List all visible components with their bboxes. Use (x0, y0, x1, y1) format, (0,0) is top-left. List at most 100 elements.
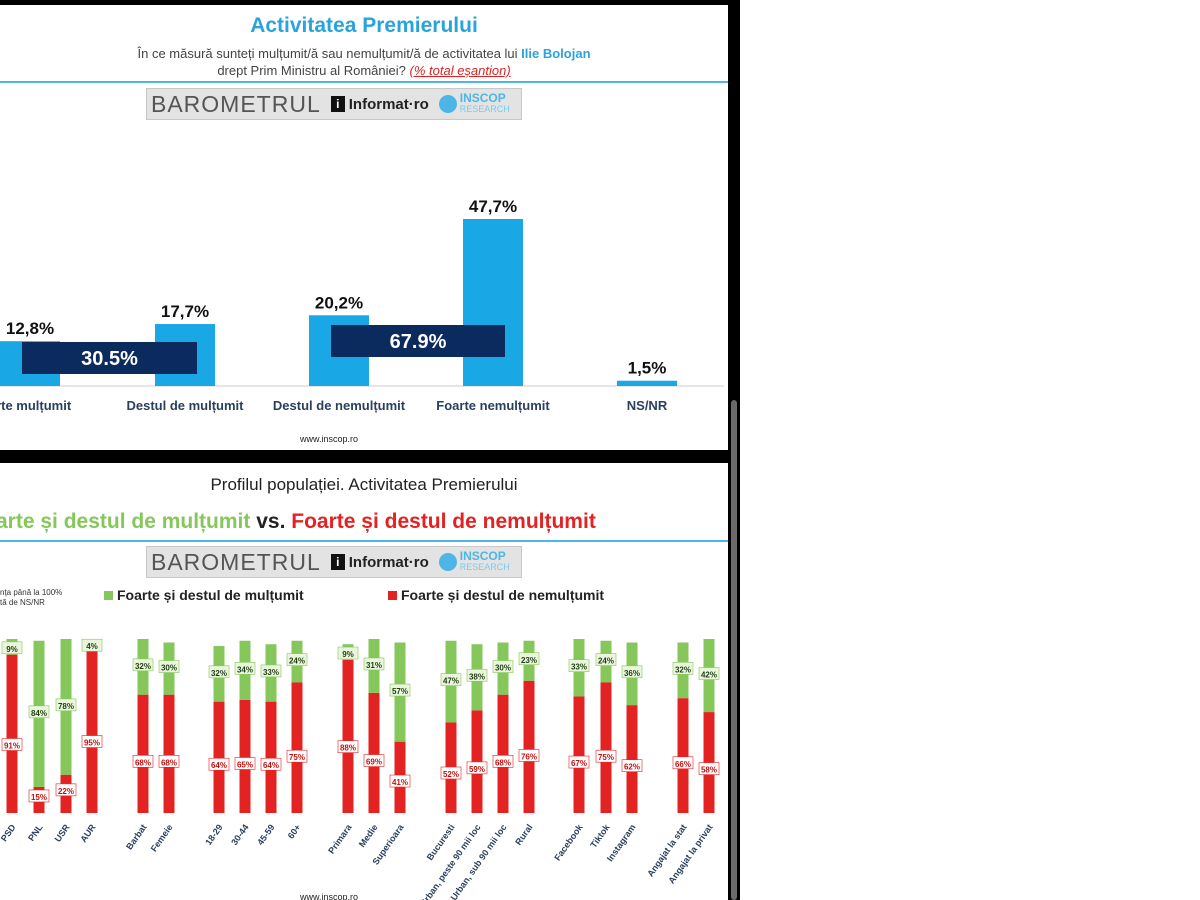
data-label: 31% (366, 661, 382, 670)
category-label: Destul de nemulțumit (273, 398, 406, 413)
data-label-box (286, 653, 308, 666)
top-bar-chart: 12,8% arte mulțumit 17,7% Destul de mulțumi… (0, 197, 724, 413)
data-label-box (337, 740, 359, 753)
scrollbar[interactable] (731, 400, 737, 900)
informat-icon: i (330, 554, 345, 570)
data-label-box (286, 749, 308, 763)
group-total-box (331, 325, 505, 357)
legend: Foarte și destul de mulțumit (104, 587, 304, 603)
data-label-box (55, 783, 77, 797)
data-label: 68% (135, 758, 151, 767)
data-label: 32% (675, 665, 691, 674)
data-label: 75% (289, 753, 305, 762)
bar-segment-red (265, 701, 277, 813)
informat-logo: i Informat·ro (330, 554, 429, 571)
data-label-box (440, 766, 462, 780)
category-label: arte mulțumit (0, 398, 72, 413)
chart-note-line1: nța până la 100% (0, 588, 63, 597)
data-label: 15% (31, 793, 47, 802)
bottom-chart-title: Profilul populației. Activitatea Premier… (210, 475, 518, 494)
data-label: 95% (84, 739, 100, 748)
data-label-box (260, 757, 282, 771)
bottom-chart-panel: Profilul populației. Activitatea Premier… (0, 463, 728, 900)
data-label-box (363, 754, 385, 767)
data-label: 17,7% (161, 302, 209, 321)
inscop-text: INSCOP (459, 91, 506, 105)
data-label-box (132, 755, 154, 768)
bottom-footer: www.inscop.ro (300, 892, 359, 900)
data-label: 33% (263, 668, 279, 677)
data-label: 64% (263, 761, 279, 770)
data-label-box (595, 749, 617, 763)
data-label-box (518, 749, 540, 762)
data-label-box (672, 756, 694, 770)
data-label-box (28, 789, 50, 803)
bar-segment-red (573, 696, 585, 813)
inscop-logo: INSCOP RESEARCH (438, 549, 510, 573)
headline-green: arte și destul de mulțumit (0, 510, 251, 533)
data-label-box (621, 759, 643, 772)
question-note: (% total eșantion) (409, 63, 511, 78)
category-label: AUR (78, 822, 98, 844)
data-label: 64% (211, 761, 227, 770)
data-label: 22% (58, 787, 74, 796)
group-total-box (22, 342, 197, 374)
data-label: 38% (469, 672, 485, 681)
data-label: 34% (237, 665, 253, 674)
data-label: 42% (701, 671, 717, 680)
data-label-box (440, 673, 462, 686)
bar (463, 219, 523, 386)
data-label-box (698, 667, 720, 680)
legend-green-label: Foarte și destul de mulțumit (117, 587, 304, 603)
data-label-box (208, 665, 230, 679)
data-label: 33% (571, 663, 587, 672)
bar-segment-red (6, 654, 18, 813)
data-label: 4% (86, 642, 98, 651)
data-label-box (568, 659, 590, 673)
data-label-box (621, 665, 643, 679)
stacked-bar-chart: 91% 9% PSD 15% 84% PNL 22% 78% USR 95% 4% AUR 68% 32%… (0, 638, 720, 900)
inscop-text: INSCOP (459, 549, 506, 563)
legend-red: Foarte și destul de nemulțumit (388, 587, 604, 603)
bar-segment-red (600, 682, 612, 813)
data-label-box (55, 698, 77, 712)
data-label: 23% (521, 656, 537, 665)
category-label: PNL (26, 822, 45, 843)
category-label: 45-59 (255, 822, 276, 847)
headline-vs: vs. (250, 510, 292, 533)
bar-segment-red (368, 692, 380, 813)
inscop-research-text: RESEARCH (459, 104, 510, 114)
category-label: Medie (357, 822, 380, 849)
bar-segment-red (86, 647, 98, 813)
data-label-box (698, 762, 720, 775)
top-divider (0, 81, 728, 83)
data-label: 32% (211, 669, 227, 678)
group-total-label: 30.5% (81, 348, 138, 370)
brand-strip-bottom: BAROMETRUL i Informat·ro INSCOP RESEARCH (146, 546, 522, 578)
data-label-box (492, 660, 514, 673)
category-label: USR (53, 822, 72, 844)
category-label: 30-44 (229, 822, 250, 847)
data-label: 59% (469, 765, 485, 774)
data-label: 75% (598, 753, 614, 762)
data-label-box (1, 738, 23, 751)
legend-red-label: Foarte și destul de nemulțumit (401, 587, 605, 603)
barometrul-logo: BAROMETRUL (151, 90, 321, 117)
data-label: 30% (495, 664, 511, 673)
data-label-box (234, 757, 256, 770)
inscop-research-text: RESEARCH (459, 562, 510, 572)
data-label: 78% (58, 702, 74, 711)
bar-segment-red (137, 694, 149, 813)
data-label: 1,5% (628, 359, 667, 378)
data-label-box (158, 755, 180, 768)
data-label: 84% (31, 709, 47, 718)
data-label: 47,7% (469, 197, 517, 216)
data-label-box (28, 705, 50, 719)
category-label: Primara (326, 822, 354, 856)
data-label: 41% (392, 778, 408, 787)
data-label-box (389, 683, 411, 697)
legend-green-swatch (104, 591, 113, 600)
bar-segment-red (163, 694, 175, 813)
top-footer: www.inscop.ro (300, 434, 359, 444)
data-label: 67% (571, 759, 587, 768)
